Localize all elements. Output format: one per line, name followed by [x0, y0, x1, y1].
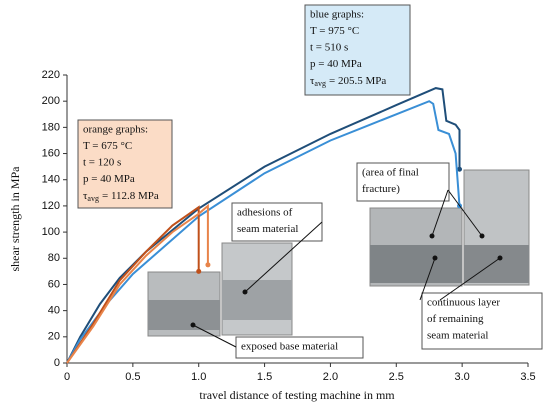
- annotation-text: τavg = 205.5 MPa: [310, 75, 386, 88]
- annotation-text: seam material: [427, 330, 488, 342]
- x-tick-label: 2.5: [389, 371, 404, 383]
- pointer: [419, 257, 436, 301]
- annotation-box: [231, 202, 323, 242]
- annotation-text: seam material: [237, 223, 298, 235]
- tau-subscript: avg: [87, 194, 99, 203]
- annotation-box: [421, 292, 543, 350]
- annotation-box: [304, 4, 411, 96]
- pointer-dot: [432, 255, 438, 261]
- annotation-box: [356, 162, 450, 202]
- annotation-text: continuous layer: [427, 297, 500, 309]
- tau-symbol: τ: [310, 75, 315, 87]
- y-tick-label: 0: [54, 357, 60, 369]
- annotation-text: exposed base material: [241, 341, 338, 353]
- annotation-box: [235, 336, 364, 359]
- tau-symbol: τ: [83, 190, 88, 202]
- annotation-text: t = 120 s: [83, 157, 121, 169]
- annotation-text: p = 40 MPa: [83, 173, 135, 185]
- pointer: [447, 189, 483, 237]
- x-tick-label: 0.5: [125, 371, 140, 383]
- end-point: [457, 166, 463, 172]
- x-tick-label: 1.0: [191, 371, 206, 383]
- pointer: [244, 221, 323, 293]
- y-tick-label: 60: [48, 278, 60, 290]
- pointer-dot: [497, 255, 503, 261]
- pointer-dot: [190, 322, 196, 328]
- y-tick-label: 40: [48, 305, 60, 317]
- pointer-dot: [479, 233, 485, 239]
- photo-shade: [464, 245, 529, 283]
- annotation-text: of remaining: [427, 313, 484, 325]
- x-tick-label: 3.5: [520, 371, 535, 383]
- y-tick-label: 160: [42, 147, 60, 159]
- y-tick-label: 100: [42, 226, 60, 238]
- annotation-text: T = 975 °C: [310, 25, 359, 37]
- annotation-text: τavg = 112.8 MPa: [83, 190, 159, 203]
- photo-shade: [222, 280, 292, 320]
- annotation-text: fracture): [362, 183, 400, 195]
- y-tick-label: 220: [42, 69, 60, 81]
- annotation-text: orange graphs:: [83, 124, 148, 136]
- y-tick-label: 80: [48, 252, 60, 264]
- y-tick-label: 20: [48, 331, 60, 343]
- x-tick-label: 3.0: [454, 371, 469, 383]
- x-tick-label: 1.5: [257, 371, 272, 383]
- y-tick-label: 120: [42, 200, 60, 212]
- tau-text: = 112.8 MPa: [102, 190, 159, 202]
- photo-shade: [370, 245, 462, 283]
- pointer-dot: [242, 289, 248, 295]
- pointer-dot: [429, 233, 435, 239]
- end-point: [205, 262, 211, 268]
- x-tick-label: 2.0: [323, 371, 338, 383]
- annotation-text: adhesions of: [237, 207, 293, 219]
- pointer: [439, 257, 501, 301]
- annotation-text: blue graphs:: [310, 9, 364, 21]
- x-tick-label: 0: [64, 371, 70, 383]
- annotation-text: t = 510 s: [310, 42, 348, 54]
- annotation-box: [77, 119, 173, 209]
- photo-shade: [148, 300, 220, 330]
- pointer: [192, 324, 237, 348]
- y-tick-label: 200: [42, 95, 60, 107]
- pointer: [431, 189, 449, 237]
- annotation-text: p = 40 MPa: [310, 58, 362, 70]
- y-tick-label: 180: [42, 121, 60, 133]
- annotation-text: T = 675 °C: [83, 140, 132, 152]
- annotation-text: (area of final: [362, 167, 419, 179]
- x-axis-label: travel distance of testing machine in mm: [199, 388, 395, 402]
- series-line: [66, 205, 200, 364]
- series-line: [66, 203, 209, 364]
- series-line: [66, 87, 461, 364]
- tau-text: = 205.5 MPa: [329, 75, 386, 87]
- y-axis-label: shear strength in MPa: [8, 166, 22, 272]
- y-tick-label: 140: [42, 174, 60, 186]
- end-point: [196, 268, 202, 274]
- tau-subscript: avg: [314, 79, 326, 88]
